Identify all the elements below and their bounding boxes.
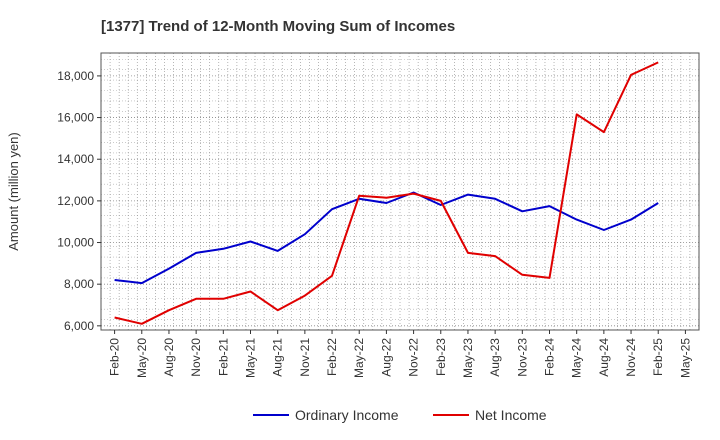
x-tick-label: Aug-22 (379, 338, 393, 377)
x-tick-label: Feb-25 (651, 338, 665, 376)
chart-title: [1377] Trend of 12-Month Moving Sum of I… (101, 18, 455, 35)
series-line-ordinary-income (114, 191, 659, 285)
series-line-net-income (114, 61, 659, 325)
x-tick-label: Aug-21 (271, 338, 285, 377)
x-tick-label: May-21 (244, 338, 258, 378)
plot-frame (100, 52, 700, 331)
y-tick-label: 8,000 (64, 277, 94, 291)
x-tick-label: Aug-20 (162, 338, 176, 377)
legend: Ordinary Income Net Income (253, 407, 547, 423)
y-tick-label: 10,000 (57, 236, 94, 250)
y-tick-label: 16,000 (57, 111, 94, 125)
x-tick-label: Feb-21 (216, 338, 230, 376)
legend-label: Net Income (475, 407, 547, 423)
y-axis-label: Amount (million yen) (6, 132, 21, 251)
x-tick-label: Feb-22 (325, 338, 339, 376)
x-tick-label: Aug-23 (488, 338, 502, 377)
x-tick-label: Nov-20 (189, 338, 203, 377)
x-tick-label: Feb-23 (434, 338, 448, 376)
x-tick-label: May-25 (678, 338, 692, 378)
x-tick-label: May-22 (352, 338, 366, 378)
x-tick-label: May-23 (461, 338, 475, 378)
x-tick-label: Feb-24 (543, 338, 557, 376)
x-tick-label: Nov-23 (515, 338, 529, 377)
y-tick-label: 18,000 (57, 69, 94, 83)
grid (100, 53, 700, 331)
y-tick-label: 12,000 (57, 194, 94, 208)
x-tick-label: Aug-24 (597, 338, 611, 377)
series-layer (114, 61, 659, 325)
x-tick-label: May-20 (135, 338, 149, 378)
y-tick-label: 6,000 (64, 319, 94, 333)
x-tick-label: Nov-22 (407, 338, 421, 377)
y-axis: 6,000 8,000 10,000 12,000 14,000 16,000 18,000 (57, 69, 101, 333)
legend-label: Ordinary Income (295, 407, 399, 423)
x-tick-label: May-24 (570, 338, 584, 378)
x-tick-label: Nov-21 (298, 338, 312, 377)
x-axis: Feb-20 May-20 Aug-20 Nov-20 Feb-21 May-21 Aug-… (108, 330, 692, 378)
y-tick-label: 14,000 (57, 152, 94, 166)
x-tick-label: Nov-24 (624, 338, 638, 377)
x-tick-label: Feb-20 (108, 338, 122, 376)
